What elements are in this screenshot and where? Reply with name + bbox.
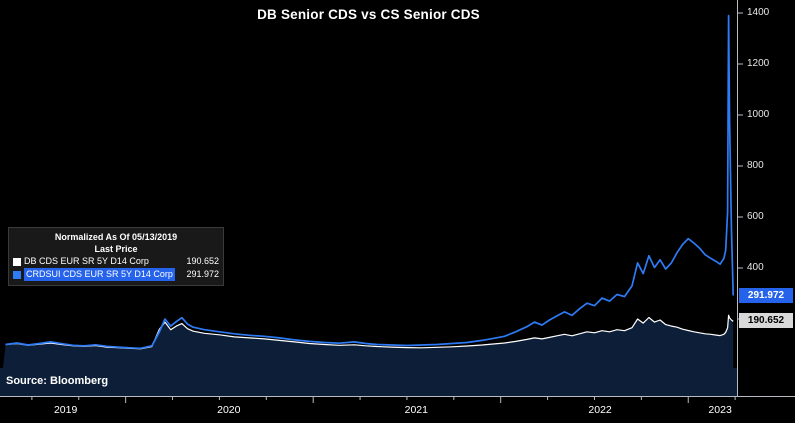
db-area-fill [0,315,734,396]
cs-series-line [5,14,735,350]
db-series-label: DB CDS EUR SR 5Y D14 Corp [24,256,149,266]
legend-normalized-note: Normalized As Of 05/13/2019 [54,232,178,242]
db-series-swatch-icon [13,257,21,266]
source-label: Source: Bloomberg [6,375,109,387]
legend-row-cs[interactable]: CRDSUI CDS EUR SR 5Y D14 Corp 291.972 [13,268,219,281]
db-series-last-price: 190.652 [186,256,219,266]
chart-title: DB Senior CDS vs CS Senior CDS [257,7,480,22]
cs-series-label: CRDSUI CDS EUR SR 5Y D14 Corp [24,268,175,281]
legend-row-db[interactable]: DB CDS EUR SR 5Y D14 Corp 190.652 [13,255,219,268]
legend-last-price-label: Last Price [94,244,138,254]
cs-series-swatch-icon [13,270,21,279]
cs-series-last-price: 291.972 [186,269,219,279]
legend: Normalized As Of 05/13/2019 Last Price D… [8,227,224,286]
